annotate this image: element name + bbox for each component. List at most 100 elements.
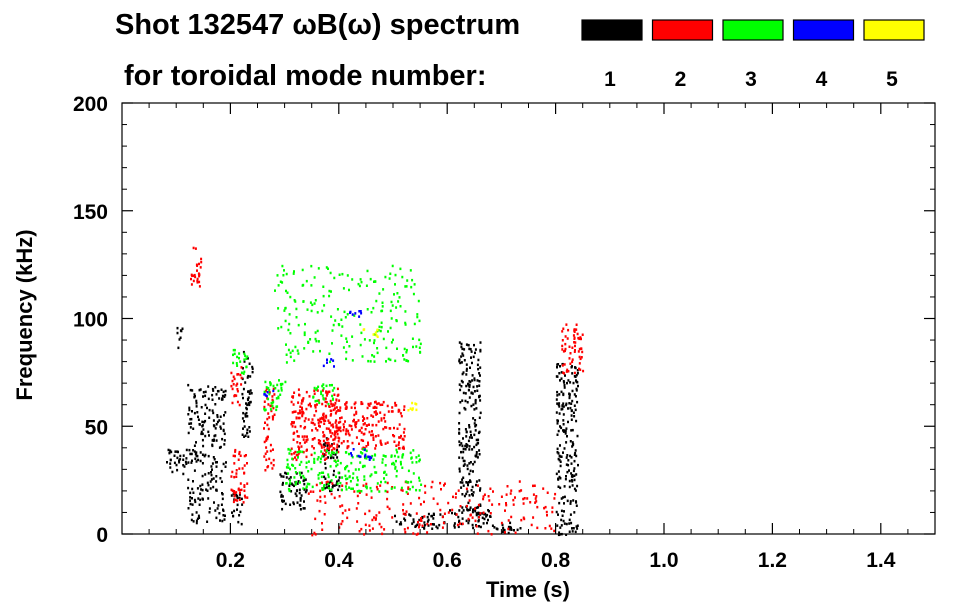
spectral-point: [438, 523, 441, 527]
spectral-point: [204, 403, 207, 407]
spectral-point: [472, 526, 475, 530]
spectral-point: [196, 281, 199, 284]
spectral-point: [304, 490, 307, 494]
spectral-point: [213, 501, 215, 504]
spectral-point: [298, 409, 301, 412]
spectral-point: [279, 280, 282, 283]
spectral-point: [192, 480, 194, 483]
spectral-point: [272, 406, 275, 410]
spectral-point: [467, 388, 470, 392]
spectral-point: [222, 462, 225, 466]
spectral-point: [395, 459, 397, 463]
spectral-point: [371, 430, 373, 433]
spectral-point: [288, 489, 291, 493]
spectral-point: [392, 461, 395, 465]
spectral-point: [189, 491, 192, 495]
spectral-point: [569, 502, 572, 505]
spectral-point: [327, 486, 330, 490]
spectral-point: [577, 384, 579, 388]
spectral-point: [420, 517, 423, 520]
spectral-point: [328, 447, 331, 451]
spectral-point: [560, 509, 563, 513]
spectral-point: [271, 467, 274, 470]
spectral-point: [561, 514, 564, 517]
spectral-point: [575, 473, 578, 476]
spectral-point: [301, 413, 304, 416]
spectral-point: [193, 273, 196, 277]
spectral-point: [341, 476, 344, 479]
spectral-point: [247, 374, 250, 378]
spectral-point: [513, 529, 515, 532]
spectral-point: [411, 407, 414, 410]
spectral-point: [232, 353, 234, 357]
spectral-point: [329, 465, 332, 468]
spectral-point: [325, 449, 328, 453]
spectral-point: [326, 446, 329, 450]
spectral-point: [341, 484, 344, 487]
spectral-point: [560, 426, 563, 430]
spectral-point: [394, 359, 397, 363]
spectral-point: [336, 429, 339, 433]
spectral-point: [344, 432, 347, 436]
spectral-point: [361, 355, 364, 358]
spectral-point: [300, 476, 303, 479]
spectral-point: [287, 487, 290, 491]
spectral-point: [319, 442, 322, 446]
spectral-point: [191, 487, 194, 491]
spectral-point: [313, 457, 316, 461]
spectral-point: [190, 417, 193, 421]
spectral-point: [263, 455, 266, 458]
spectral-point: [245, 454, 247, 457]
spectral-point: [185, 448, 188, 452]
spectral-point: [458, 509, 461, 512]
spectral-point: [416, 313, 419, 316]
spectral-point: [418, 518, 421, 522]
spectral-point: [386, 505, 389, 509]
spectral-point: [558, 454, 561, 458]
spectral-point: [369, 402, 372, 405]
spectral-point: [418, 346, 421, 349]
spectral-point: [375, 406, 378, 409]
spectral-point: [243, 358, 246, 361]
spectral-point: [312, 438, 315, 441]
spectral-point: [264, 389, 267, 393]
spectral-point: [299, 508, 302, 511]
spectral-point: [223, 439, 226, 442]
spectral-point: [338, 399, 341, 402]
spectral-point: [301, 435, 304, 438]
spectral-point: [355, 422, 358, 426]
spectral-point: [431, 523, 434, 526]
spectral-point: [336, 463, 339, 466]
spectral-point: [290, 447, 293, 450]
spectral-point: [300, 445, 303, 448]
spectral-point: [193, 450, 196, 453]
spectral-point: [230, 475, 233, 478]
spectral-point: [390, 317, 393, 320]
spectral-point: [557, 513, 559, 516]
spectral-point: [456, 523, 459, 527]
spectral-point: [298, 448, 300, 451]
spectral-point: [189, 452, 192, 456]
spectral-point: [365, 449, 368, 453]
spectral-point: [576, 372, 579, 375]
spectral-point: [532, 493, 535, 496]
spectral-point: [478, 416, 481, 419]
spectral-point: [458, 519, 461, 523]
spectral-point: [557, 533, 560, 537]
spectral-point: [317, 399, 320, 402]
spectral-point: [363, 464, 366, 468]
spectral-point: [381, 403, 384, 406]
spectral-point: [331, 383, 333, 387]
spectral-point: [562, 496, 565, 499]
spectral-point: [397, 410, 400, 413]
spectral-point: [329, 456, 332, 460]
spectral-point: [317, 421, 320, 425]
spectral-point: [458, 467, 461, 470]
spectral-point: [300, 494, 303, 497]
spectral-point: [398, 436, 401, 439]
spectral-point: [187, 507, 190, 510]
spectral-point: [557, 452, 560, 455]
spectral-point: [472, 403, 475, 406]
spectral-point: [402, 509, 404, 512]
spectral-point: [243, 454, 246, 458]
